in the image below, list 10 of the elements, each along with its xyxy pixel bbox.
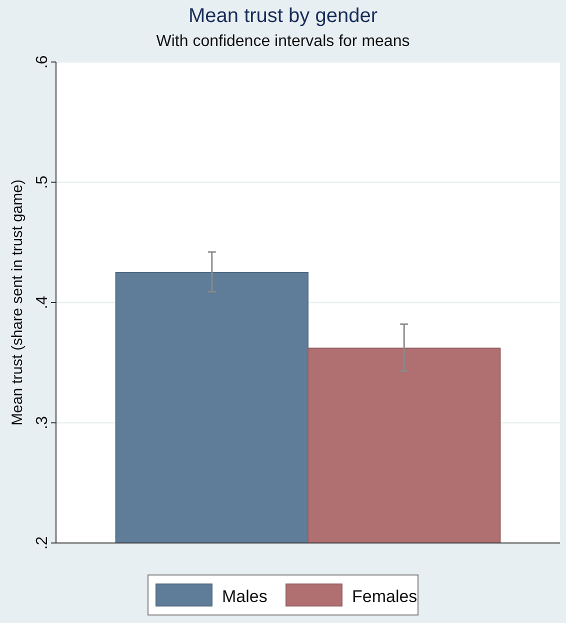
legend-label: Females (352, 587, 418, 606)
y-axis-title: Mean trust (share sent in trust game) (9, 180, 26, 426)
y-tick-label: .3 (34, 416, 51, 430)
y-tick-label: .6 (34, 55, 51, 69)
chart-subtitle: With confidence intervals for means (156, 33, 410, 50)
chart-title: Mean trust by gender (188, 5, 378, 27)
y-tick-label: .2 (34, 536, 51, 550)
y-tick-label: .5 (34, 175, 51, 189)
legend-label: Males (222, 587, 268, 606)
y-tick-label: .4 (34, 296, 51, 310)
